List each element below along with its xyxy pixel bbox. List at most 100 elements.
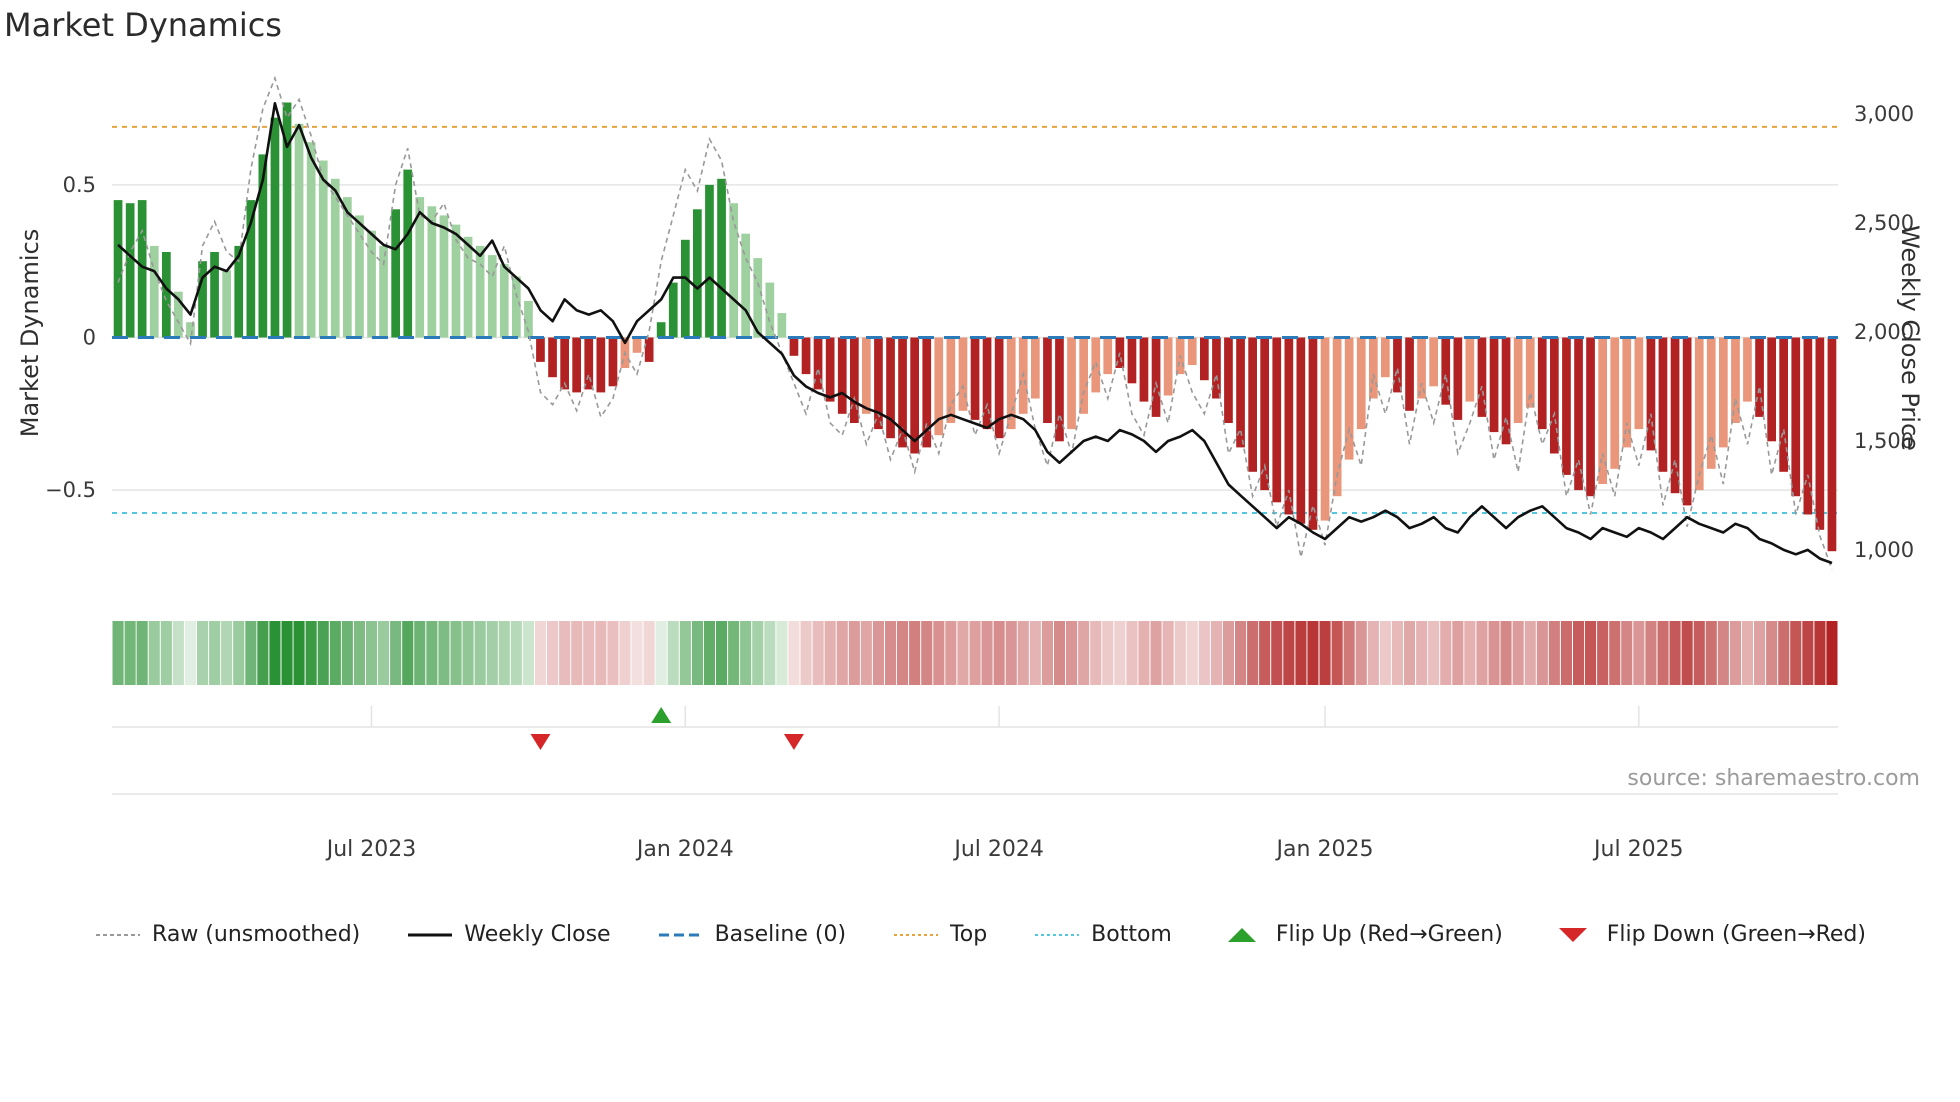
oscillator-bar — [125, 203, 135, 338]
heatmap-cell — [1428, 621, 1440, 685]
heatmap-cell — [1319, 621, 1331, 685]
oscillator-bar — [427, 206, 437, 338]
heatmap-cell — [1247, 621, 1259, 685]
heatmap-cell — [800, 621, 812, 685]
heatmap-cell — [498, 621, 510, 685]
heatmap-cell — [1573, 621, 1585, 685]
heatmap-cell — [124, 621, 136, 685]
oscillator-bar — [1163, 337, 1173, 396]
oscillator-bar — [379, 245, 388, 338]
oscillator-bar — [403, 169, 413, 338]
oscillator-bar — [777, 313, 787, 338]
oscillator-bar — [1067, 337, 1076, 430]
oscillator-bar — [1043, 337, 1052, 423]
right-axis-title: Weekly Close Price — [1896, 225, 1924, 451]
heatmap-cell — [667, 621, 679, 685]
heatmap-cell — [1778, 621, 1790, 685]
heatmap-cell — [329, 621, 341, 685]
oscillator-bar — [1272, 337, 1282, 503]
heatmap-cell — [1162, 621, 1174, 685]
heatmap-cell — [1464, 621, 1476, 685]
oscillator-bar — [234, 245, 244, 338]
heatmap-cell — [921, 621, 933, 685]
heatmap-cell — [1029, 621, 1041, 685]
heatmap-cell — [957, 621, 969, 685]
oscillator-bar — [330, 178, 340, 338]
heatmap-cell — [1307, 621, 1319, 685]
right-axis-tick-label: 1,500 — [1854, 429, 1914, 453]
heatmap-cell — [281, 621, 293, 685]
oscillator-bar — [898, 337, 907, 448]
heatmap-cell — [414, 621, 426, 685]
heatmap-cell — [993, 621, 1005, 685]
flip-down-marker — [530, 734, 551, 750]
oscillator-bar — [1525, 337, 1535, 408]
oscillator-bar — [789, 337, 799, 356]
heatmap-cell — [269, 621, 281, 685]
heatmap-cell — [1367, 621, 1379, 685]
oscillator-bar — [813, 337, 823, 390]
oscillator-bar — [1284, 337, 1294, 515]
oscillator-bar — [524, 300, 533, 338]
heatmap-cell — [1391, 621, 1403, 685]
oscillator-bar — [825, 337, 835, 402]
oscillator-bar — [874, 337, 883, 430]
x-axis-tick-label: Jul 2023 — [325, 837, 417, 862]
oscillator-bar — [1465, 337, 1475, 402]
heatmap-cell — [1066, 621, 1078, 685]
oscillator-bar — [584, 337, 594, 390]
heatmap-cell — [812, 621, 824, 685]
left-axis-tick-label: 0 — [83, 326, 96, 350]
heatmap-cell — [1560, 621, 1572, 685]
oscillator-bar — [560, 337, 569, 390]
left-axis-tick-label: −0.5 — [45, 478, 96, 502]
heatmap-cell — [1536, 621, 1548, 685]
oscillator-bar — [1344, 337, 1354, 460]
oscillator-bar — [632, 337, 642, 353]
heatmap-cell — [522, 621, 534, 685]
oscillator-bar — [1731, 337, 1740, 423]
legend-label: Raw (unsmoothed) — [152, 922, 361, 947]
right-axis-tick-label: 1,000 — [1854, 538, 1914, 562]
heatmap-cell — [341, 621, 353, 685]
oscillator-bar — [922, 337, 932, 448]
oscillator-bar — [1260, 337, 1269, 491]
heatmap-cell — [703, 621, 715, 685]
heatmap-cell — [691, 621, 703, 685]
heatmap-cell — [1138, 621, 1150, 685]
heatmap-cell — [1186, 621, 1198, 685]
oscillator-bar — [982, 337, 992, 430]
heatmap-cell — [257, 621, 269, 685]
oscillator-bar — [1055, 337, 1064, 442]
heatmap-cell — [112, 621, 124, 685]
oscillator-bar — [475, 245, 485, 338]
heatmap-cell — [1741, 621, 1753, 685]
heatmap-cell — [1826, 621, 1838, 685]
heatmap-cell — [909, 621, 921, 685]
oscillator-bar — [536, 337, 545, 362]
oscillator-bar — [994, 337, 1004, 439]
oscillator-bar — [1550, 337, 1559, 454]
oscillator-bar — [1248, 337, 1257, 472]
heatmap-cell — [1355, 621, 1367, 685]
oscillator-bar — [668, 282, 678, 338]
x-axis-tick-label: Jul 2024 — [952, 837, 1044, 862]
oscillator-bar — [596, 337, 606, 393]
legend-label: Bottom — [1091, 922, 1172, 947]
legend: Raw (unsmoothed) Weekly Close Baseline (… — [0, 922, 1960, 947]
red-down-triangle-icon — [1549, 925, 1597, 945]
oscillator-bar — [149, 245, 159, 338]
oscillator-bar — [1670, 337, 1680, 494]
flip-up-marker — [651, 707, 672, 723]
oscillator-bar — [282, 102, 292, 338]
heatmap-cell — [1754, 621, 1766, 685]
oscillator-bar — [681, 239, 690, 338]
heatmap-cell — [716, 621, 728, 685]
heatmap-cell — [788, 621, 800, 685]
heatmap-cell — [619, 621, 631, 685]
heatmap-cell — [1259, 621, 1271, 685]
heatmap-cell — [136, 621, 148, 685]
heatmap-cell — [1041, 621, 1053, 685]
heatmap-cell — [728, 621, 740, 685]
heatmap-cell — [1452, 621, 1464, 685]
